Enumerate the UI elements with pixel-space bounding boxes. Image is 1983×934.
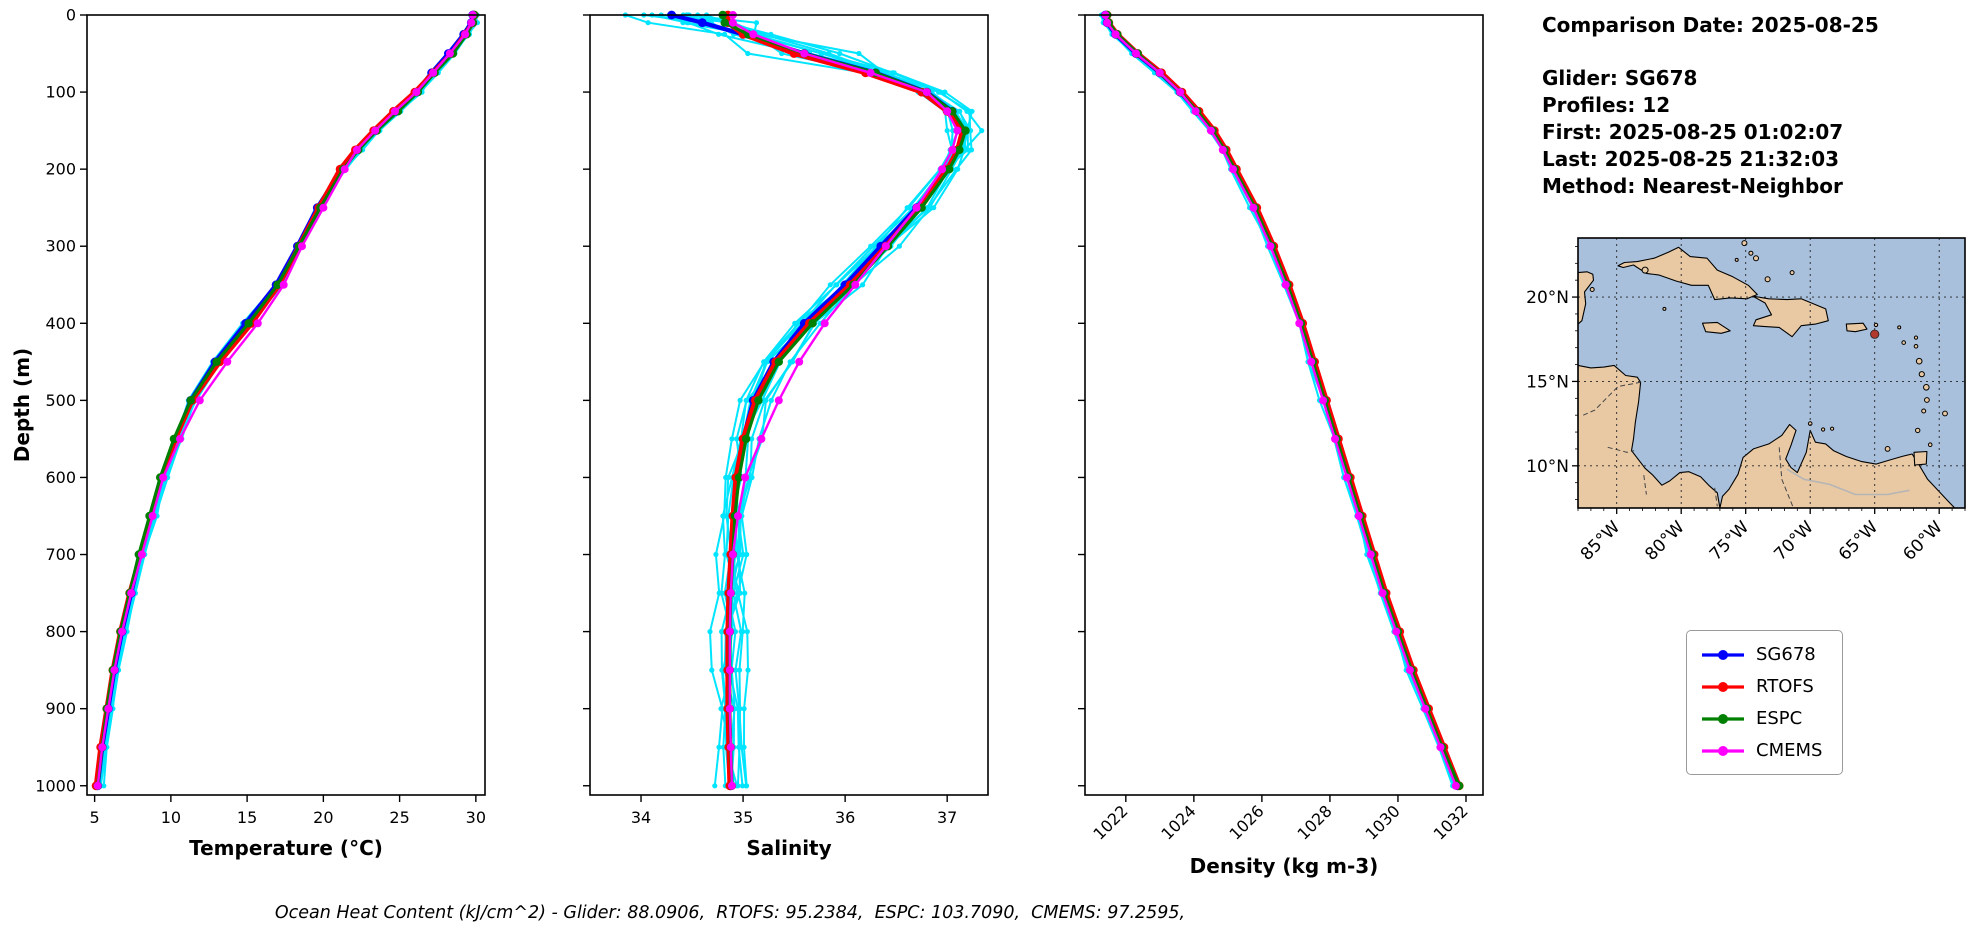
svg-text:400: 400: [45, 314, 76, 333]
glider-line-icon: [1702, 649, 1744, 660]
svg-text:37: 37: [937, 808, 957, 827]
svg-text:600: 600: [45, 468, 76, 487]
legend: SG678 RTOFS ESPC CMEMS: [1686, 630, 1844, 775]
method-text: Method: Nearest-Neighbor: [1542, 174, 1843, 198]
svg-text:10°N: 10°N: [1526, 457, 1569, 477]
svg-text:300: 300: [45, 237, 76, 256]
svg-text:1032: 1032: [1430, 801, 1472, 843]
svg-text:60°W: 60°W: [1899, 517, 1946, 564]
svg-text:20°N: 20°N: [1526, 288, 1569, 308]
glider-text: Glider: SG678: [1542, 66, 1698, 90]
svg-text:1028: 1028: [1294, 801, 1336, 843]
legend-label: CMEMS: [1756, 740, 1823, 761]
svg-text:0: 0: [66, 6, 76, 25]
svg-text:200: 200: [45, 160, 76, 179]
comparison-date-text: Comparison Date: 2025-08-25: [1542, 13, 1879, 37]
svg-text:36: 36: [835, 808, 855, 827]
legend-label: ESPC: [1756, 708, 1803, 729]
temperature-axis-title: Temperature (°C): [189, 836, 383, 860]
svg-text:25: 25: [389, 808, 409, 827]
svg-text:35: 35: [733, 808, 753, 827]
profiles-count-text: Profiles: 12: [1542, 93, 1671, 117]
svg-text:15: 15: [237, 808, 257, 827]
svg-text:1026: 1026: [1225, 801, 1267, 843]
legend-row: ESPC: [1700, 708, 1822, 729]
svg-text:1000: 1000: [35, 776, 76, 795]
salinity-axis-title: Salinity: [746, 836, 832, 860]
svg-text:500: 500: [45, 391, 76, 410]
svg-text:800: 800: [45, 622, 76, 641]
svg-text:85°W: 85°W: [1577, 517, 1624, 564]
svg-text:1024: 1024: [1157, 801, 1199, 843]
svg-text:1022: 1022: [1089, 801, 1131, 843]
legend-row: CMEMS: [1700, 740, 1822, 761]
location-map: 85°W 80°W 75°W 70°W 65°W 60°W 20°N 15°N 10°N: [1526, 237, 1966, 565]
rtofs-line-icon: [1702, 681, 1744, 692]
svg-text:1030: 1030: [1362, 801, 1404, 843]
svg-text:75°W: 75°W: [1706, 517, 1753, 564]
svg-text:900: 900: [45, 699, 76, 718]
info-panel: Comparison Date: 2025-08-25 Glider: SG67…: [1542, 12, 1879, 200]
legend-label: SG678: [1756, 644, 1816, 665]
salinity-profile-chart: 34 35 36 37: [583, 10, 989, 827]
first-profile-text: First: 2025-08-25 01:02:07: [1542, 120, 1844, 144]
svg-text:100: 100: [45, 83, 76, 102]
svg-text:10: 10: [161, 808, 181, 827]
legend-row: SG678: [1700, 644, 1822, 665]
ohc-footer-text: Ocean Heat Content (kJ/cm^2) - Glider: 8…: [274, 903, 1186, 923]
svg-text:70°W: 70°W: [1770, 517, 1817, 564]
svg-text:34: 34: [631, 808, 651, 827]
svg-text:700: 700: [45, 545, 76, 564]
svg-text:65°W: 65°W: [1835, 517, 1882, 564]
legend-label: RTOFS: [1756, 676, 1814, 697]
svg-text:15°N: 15°N: [1526, 372, 1569, 392]
density-axis-title: Density (kg m-3): [1189, 854, 1379, 878]
density-profile-chart: 1022 1024 1026 1028 1030 1032: [1078, 10, 1484, 844]
svg-text:80°W: 80°W: [1641, 517, 1688, 564]
temperature-profile-chart: 5 10 15 20 25 3001002003004005006007008009001…: [35, 6, 486, 828]
svg-text:5: 5: [90, 808, 100, 827]
last-profile-text: Last: 2025-08-25 21:32:03: [1542, 147, 1840, 171]
cmems-line-icon: [1702, 745, 1744, 756]
legend-row: RTOFS: [1700, 676, 1822, 697]
svg-text:20: 20: [313, 808, 333, 827]
svg-text:30: 30: [466, 808, 486, 827]
espc-line-icon: [1702, 713, 1744, 724]
